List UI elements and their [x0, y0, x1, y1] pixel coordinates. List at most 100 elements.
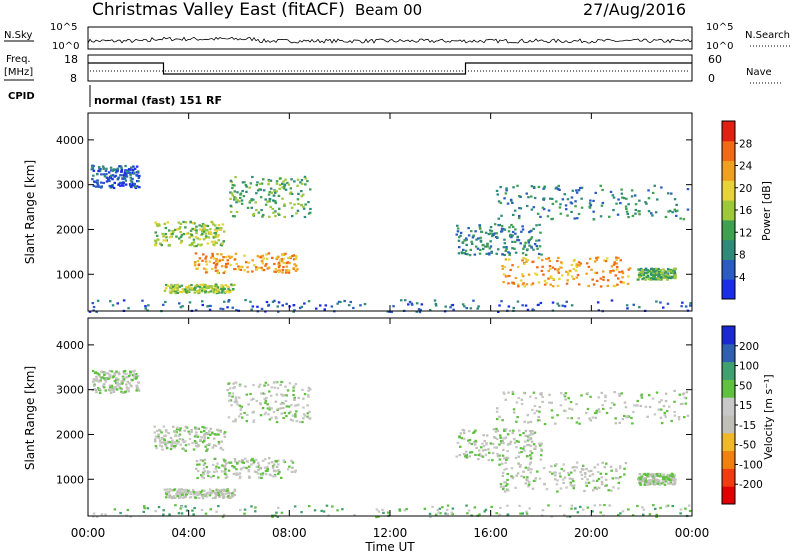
power-cell [537, 252, 541, 256]
power-cell [193, 291, 196, 294]
power-cell [273, 270, 276, 273]
power-cell [451, 303, 455, 307]
velocity-cell [504, 461, 507, 464]
power-cell [497, 310, 500, 313]
velocity-cell [489, 442, 492, 445]
velocity-cell [654, 482, 657, 485]
power-cell [245, 261, 248, 264]
power-cell [502, 281, 505, 284]
power-cell [612, 269, 615, 272]
power-cell [297, 202, 300, 205]
velocity-cell [96, 378, 99, 382]
velocity-cell [571, 477, 574, 481]
velocity-cell [291, 414, 295, 417]
velocity-cell [666, 477, 669, 480]
velocity-cell [533, 431, 537, 434]
power-cell [495, 189, 499, 192]
power-cell [114, 171, 118, 174]
power-cell [247, 261, 251, 264]
velocity-cell [470, 442, 474, 446]
velocity-cell [252, 397, 255, 400]
power-cell [186, 289, 189, 292]
power-cell [200, 283, 204, 286]
power-cell [227, 288, 230, 291]
power-cell [684, 305, 688, 308]
velocity-cell [187, 489, 190, 492]
power-cell [261, 262, 264, 265]
power-ytick-label: 2000 [56, 223, 84, 236]
power-cell [625, 210, 629, 213]
velocity-cell [601, 461, 604, 464]
power-cell [532, 248, 535, 251]
power-cell [215, 263, 219, 266]
power-cell [97, 184, 100, 187]
velocity-cell [220, 492, 224, 495]
power-cell [555, 200, 558, 203]
power-cell [122, 175, 126, 178]
velocity-cell [255, 465, 258, 468]
velocity-cell [127, 390, 131, 393]
power-cell [650, 212, 653, 215]
velocity-cell [257, 468, 260, 471]
velocity-cell [662, 473, 665, 476]
power-cell [493, 232, 497, 235]
velocity-cell [498, 454, 501, 457]
power-cell [261, 268, 264, 271]
power-colorbar-tick-label: 20 [739, 183, 752, 195]
power-cell [239, 196, 242, 200]
velocity-cell [251, 457, 254, 460]
velocity-cell [504, 481, 507, 484]
power-cell [175, 235, 178, 238]
power-cell [245, 190, 248, 193]
velocity-cell [179, 427, 182, 430]
power-cell [578, 283, 581, 286]
velocity-cell [566, 417, 570, 420]
velocity-cell [133, 373, 136, 376]
velocity-cell [604, 394, 607, 397]
power-cell [640, 271, 643, 274]
power-cell [300, 204, 303, 207]
velocity-cell [529, 471, 532, 474]
velocity-cell [123, 369, 127, 373]
velocity-cell [111, 376, 115, 379]
velocity-cell [173, 496, 176, 499]
velocity-cell [645, 483, 649, 486]
power-cell [169, 291, 172, 294]
power-cell [264, 198, 267, 201]
power-cell [221, 223, 225, 226]
velocity-cell [182, 448, 186, 451]
power-cell [207, 284, 211, 288]
power-cell [105, 167, 108, 170]
power-cell [168, 290, 172, 293]
power-cell [157, 223, 161, 226]
power-cell [162, 235, 165, 238]
velocity-cell [208, 430, 211, 433]
power-cell [284, 188, 288, 191]
velocity-cell [560, 392, 563, 395]
power-cell [606, 257, 609, 260]
power-cell [96, 179, 99, 182]
velocity-cell [266, 467, 269, 470]
freq-series [88, 62, 692, 75]
power-cell [434, 304, 438, 307]
nsky-series [87, 36, 693, 44]
power-cell [542, 273, 545, 276]
power-cell [131, 177, 134, 180]
velocity-cell [290, 459, 293, 462]
power-cell [568, 269, 571, 272]
power-cell [294, 264, 298, 267]
velocity-cell [285, 405, 288, 408]
velocity-cell [619, 476, 622, 479]
power-cell [512, 282, 516, 285]
velocity-cell [163, 439, 166, 442]
velocity-cell [671, 479, 674, 482]
power-cell [567, 272, 570, 275]
power-cell [214, 283, 218, 286]
power-cell [284, 271, 288, 274]
power-cell [204, 232, 208, 235]
power-cell [579, 262, 582, 265]
velocity-cell [291, 466, 294, 469]
velocity-cell [639, 481, 642, 484]
velocity-cell [520, 398, 524, 401]
velocity-cell [525, 455, 529, 458]
